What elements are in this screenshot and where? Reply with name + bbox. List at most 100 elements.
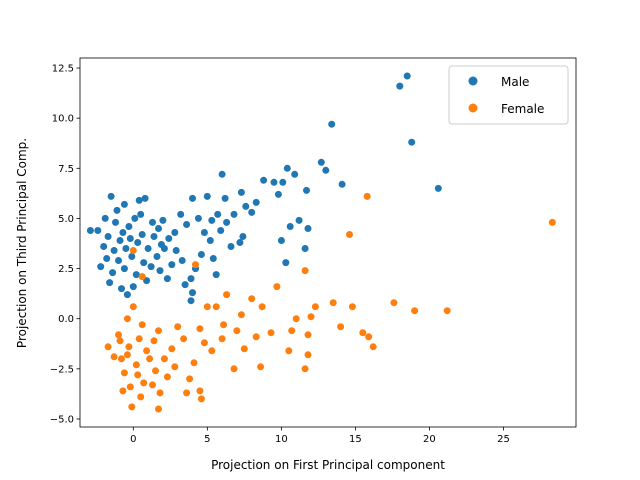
data-point-male (135, 196, 143, 204)
data-point-female (174, 323, 182, 331)
data-point-male (138, 231, 146, 238)
data-point-female (240, 345, 248, 353)
data-point-male (223, 218, 231, 226)
x-tick-label: 20 (423, 434, 436, 445)
data-point-female (155, 327, 162, 335)
data-point-male (125, 223, 133, 230)
x-tick-label: 15 (349, 434, 362, 445)
data-point-male (277, 237, 285, 244)
x-tick-label: 0 (130, 434, 136, 445)
data-point-female (123, 351, 131, 359)
legend-label-male: Male (501, 75, 529, 89)
data-point-male (178, 257, 186, 264)
data-point-female (155, 405, 162, 413)
data-point-male (120, 200, 128, 208)
data-point-female (267, 329, 275, 337)
x-tick-label: 25 (497, 434, 510, 445)
data-point-male (115, 257, 122, 264)
data-point-male (396, 82, 404, 90)
data-point-male (100, 243, 108, 250)
data-point-male (189, 194, 196, 202)
data-point-male (165, 235, 173, 242)
data-point-female (125, 343, 133, 351)
data-point-female (168, 345, 176, 353)
data-point-male (129, 283, 137, 291)
data-point-male (144, 245, 152, 252)
data-point-male (110, 247, 118, 254)
y-tick-label: 7.5 (58, 164, 74, 175)
data-point-female (285, 347, 293, 355)
data-point-male (291, 170, 299, 178)
data-point-male (126, 235, 134, 242)
x-tick-label: 10 (275, 434, 288, 445)
data-point-female (120, 369, 128, 377)
data-point-male (123, 291, 131, 299)
data-point-female (411, 307, 419, 315)
data-point-female (200, 339, 208, 347)
data-point-female (329, 299, 337, 307)
data-point-female (346, 231, 353, 238)
data-point-male (128, 253, 136, 260)
data-point-female (192, 261, 199, 269)
data-point-male (140, 259, 148, 267)
data-point-female (126, 383, 134, 391)
data-point-male (209, 255, 217, 262)
data-point-male (157, 241, 165, 248)
data-point-female (129, 247, 137, 254)
data-point-male (248, 208, 256, 216)
data-point-female (143, 347, 151, 355)
data-point-male (122, 245, 130, 252)
data-point-female (116, 337, 124, 345)
x-axis-label: Projection on First Principal component (211, 458, 445, 472)
data-point-male (221, 194, 229, 202)
plot-frame (79, 57, 577, 428)
data-point-female (197, 395, 205, 403)
data-point-male (107, 192, 115, 200)
data-point-male (159, 216, 167, 224)
y-tick-label: 10.0 (52, 114, 74, 125)
data-point-male (197, 251, 205, 258)
data-point-female (186, 375, 194, 383)
data-point-female (180, 335, 188, 343)
data-point-male (156, 267, 164, 275)
data-point-male (150, 233, 158, 240)
data-point-female (203, 303, 211, 311)
data-point-female (301, 267, 309, 275)
data-point-female (163, 373, 171, 381)
data-point-female (135, 335, 143, 343)
data-point-female (149, 381, 156, 389)
data-point-male (408, 138, 416, 146)
data-point-female (138, 321, 146, 329)
data-point-female (123, 315, 131, 323)
data-point-male (403, 72, 411, 80)
data-point-female (140, 379, 148, 387)
data-point-male (97, 263, 105, 271)
x-tick-label: 5 (204, 434, 210, 445)
data-point-male (116, 237, 124, 244)
data-point-female (208, 347, 216, 355)
data-point-male (120, 265, 128, 273)
data-point-male (227, 243, 235, 250)
data-point-female (129, 303, 137, 311)
data-point-male (113, 206, 121, 214)
data-point-female (443, 307, 451, 315)
data-point-female (196, 325, 204, 333)
data-point-male (217, 227, 225, 234)
data-point-male (338, 180, 346, 188)
data-point-male (301, 245, 309, 252)
data-point-male (106, 279, 114, 287)
data-point-male (101, 214, 109, 222)
data-point-male (260, 176, 268, 184)
data-point-female (233, 327, 241, 335)
data-point-male (109, 269, 117, 277)
data-point-male (283, 164, 291, 172)
data-point-female (128, 403, 136, 411)
y-tick-label: −2.5 (50, 364, 74, 375)
legend-box (448, 65, 569, 125)
data-point-male (104, 233, 112, 240)
data-point-female (363, 192, 371, 200)
data-point-male (103, 255, 111, 262)
data-point-female (304, 351, 312, 359)
data-point-male (153, 253, 161, 260)
